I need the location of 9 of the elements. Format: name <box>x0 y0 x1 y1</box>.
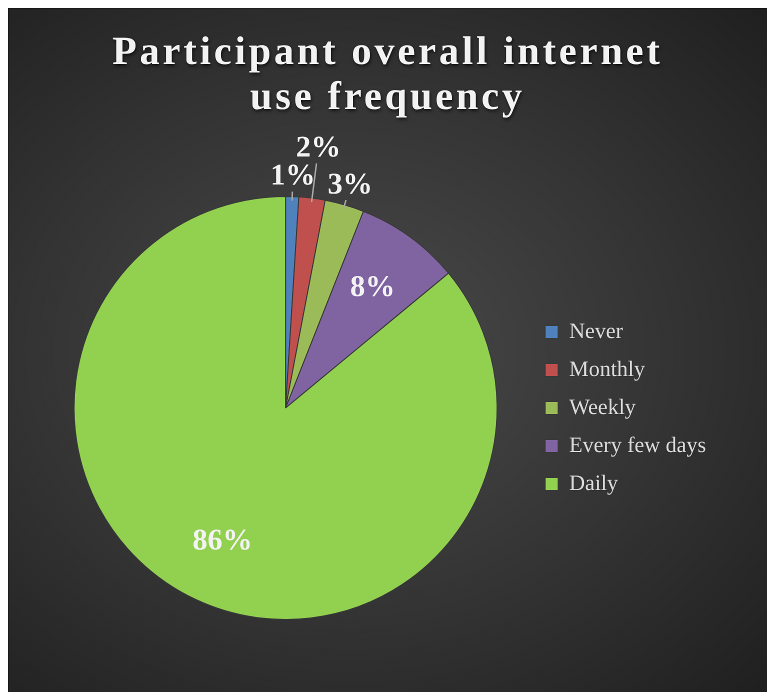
legend-label: Every few days <box>569 432 706 457</box>
legend-label: Never <box>569 318 624 343</box>
data-label: 8% <box>350 270 396 303</box>
legend-label: Daily <box>569 470 618 495</box>
data-label: 86% <box>192 524 253 557</box>
legend-label: Monthly <box>569 356 645 381</box>
legend-label: Weekly <box>569 394 636 419</box>
data-label: 3% <box>328 167 373 200</box>
chart-title: Participant overall internet use frequency <box>111 28 664 118</box>
